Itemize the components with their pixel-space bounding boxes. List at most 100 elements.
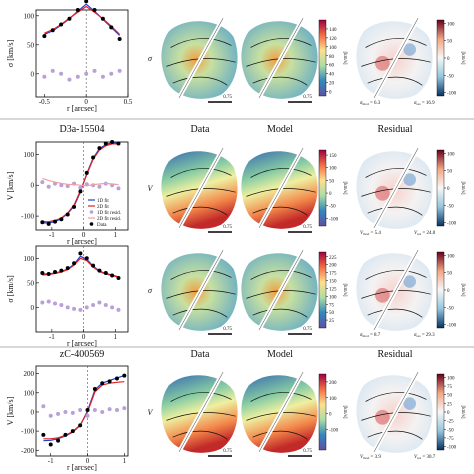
data-point xyxy=(48,413,53,418)
data-point xyxy=(48,442,53,447)
data-point xyxy=(97,146,102,151)
contour xyxy=(250,392,312,402)
statistic: σres = 16.9 xyxy=(414,101,435,106)
data-point xyxy=(42,74,47,79)
colorbar xyxy=(318,251,327,329)
residual-spot xyxy=(375,409,390,425)
data-point xyxy=(78,408,83,413)
y-tick-label: 100 xyxy=(24,151,35,159)
colorbar-tick-label: -100 xyxy=(447,446,457,451)
colorbar-tick-label: 100 xyxy=(447,254,455,259)
column-title: Residual xyxy=(378,349,413,360)
contour xyxy=(172,430,228,440)
data-point xyxy=(110,140,115,144)
slit-edge xyxy=(178,249,224,331)
velocity-map xyxy=(356,147,433,229)
data-point xyxy=(78,185,83,190)
data-point xyxy=(78,307,83,312)
stat-subscript: mod xyxy=(363,232,369,236)
x-axis-label: r [arcsec] xyxy=(67,104,97,113)
legend-swatch xyxy=(89,222,94,226)
colorbar-tick-label: 80 xyxy=(329,55,335,60)
contour xyxy=(170,168,232,178)
data-point xyxy=(63,432,68,437)
data-point xyxy=(40,300,45,305)
x-tick-label: 1 xyxy=(114,231,118,239)
data-point xyxy=(59,268,64,273)
slit-edge xyxy=(373,371,419,453)
stat-value: = 8.7 xyxy=(369,333,381,338)
x-tick-label: 1 xyxy=(114,333,118,341)
stat-symbol: σ xyxy=(414,333,417,338)
data-point xyxy=(46,221,51,226)
x-tick-label: -0.5 xyxy=(39,98,51,106)
data-point xyxy=(67,16,72,21)
stat-subscript: res xyxy=(417,456,422,460)
velocity-map xyxy=(241,371,318,453)
contour xyxy=(365,392,427,402)
data-point xyxy=(84,256,89,261)
contour xyxy=(172,308,228,318)
y-axis-label: V [km/s] xyxy=(6,396,15,425)
scale-label: 0.75 xyxy=(303,95,312,100)
colorbar-tick-label: -50 xyxy=(329,205,336,210)
colorbar-tick-label: 40 xyxy=(329,73,335,78)
colorbar-tick-label: 0 xyxy=(447,411,450,416)
colorbar-tick-label: 100 xyxy=(447,376,455,381)
data-point xyxy=(65,266,70,271)
residual-spot xyxy=(403,43,416,56)
plot-frame xyxy=(35,365,129,457)
data-point xyxy=(65,305,70,310)
colorbar-tick-label: -50 xyxy=(447,428,454,433)
scale-label: 0.75 xyxy=(303,225,312,230)
data-point xyxy=(91,155,96,160)
legend-label: 1D fit resid. xyxy=(97,211,121,216)
data-point xyxy=(84,305,89,310)
y-tick-label: 50 xyxy=(27,41,35,49)
colorbar-tick-label: -50 xyxy=(447,74,454,79)
colorbar xyxy=(436,149,445,227)
colorbar-tick-label: 100 xyxy=(329,46,337,51)
stat-subscript: res xyxy=(416,334,421,338)
data-point xyxy=(91,263,96,268)
data-point xyxy=(116,186,121,191)
colorbar-tick-label: 0 xyxy=(447,289,450,294)
colorbar-tick-label: 150 xyxy=(329,280,337,285)
stat-subscript: res xyxy=(416,102,421,106)
slit-edge xyxy=(178,371,224,453)
slit-edge xyxy=(178,147,224,229)
colorbar-unit: [km/s] xyxy=(342,405,347,418)
data-point xyxy=(72,306,77,311)
data-point xyxy=(56,411,61,416)
data-point xyxy=(59,217,64,222)
stat-value: = 5.4 xyxy=(369,231,381,236)
contour xyxy=(367,430,423,440)
legend-label: Data xyxy=(97,223,107,228)
slit-edge xyxy=(373,249,419,331)
data-point xyxy=(53,219,58,224)
y-tick-label: 200 xyxy=(24,370,35,378)
stat-value: = 3.9 xyxy=(369,455,381,460)
contour xyxy=(250,168,312,178)
data-point xyxy=(78,251,83,256)
colorbar-tick-label: 0 xyxy=(447,187,450,192)
contour xyxy=(367,76,423,86)
colorbar-tick-label: 100 xyxy=(329,295,337,300)
data-point xyxy=(53,270,58,275)
stat-symbol: V xyxy=(414,455,418,460)
colorbar-tick-label: 120 xyxy=(329,37,337,42)
stat-subscript: mod xyxy=(362,102,368,106)
data-point xyxy=(117,37,122,41)
colorbar-tick-label: 140 xyxy=(329,28,337,33)
colorbar-tick-label: 100 xyxy=(447,152,455,157)
stat-value: = 6.3 xyxy=(369,101,381,106)
stat-symbol: σ xyxy=(360,101,363,106)
colorbar-tick-label: -50 xyxy=(447,306,454,311)
data-point xyxy=(42,34,47,39)
data-point xyxy=(59,71,64,76)
data-point xyxy=(107,407,112,412)
colorbar-tick-label: 225 xyxy=(329,256,337,261)
colorbar-tick-label: 75 xyxy=(329,303,335,308)
statistic: σres = 29.3 xyxy=(414,333,435,338)
